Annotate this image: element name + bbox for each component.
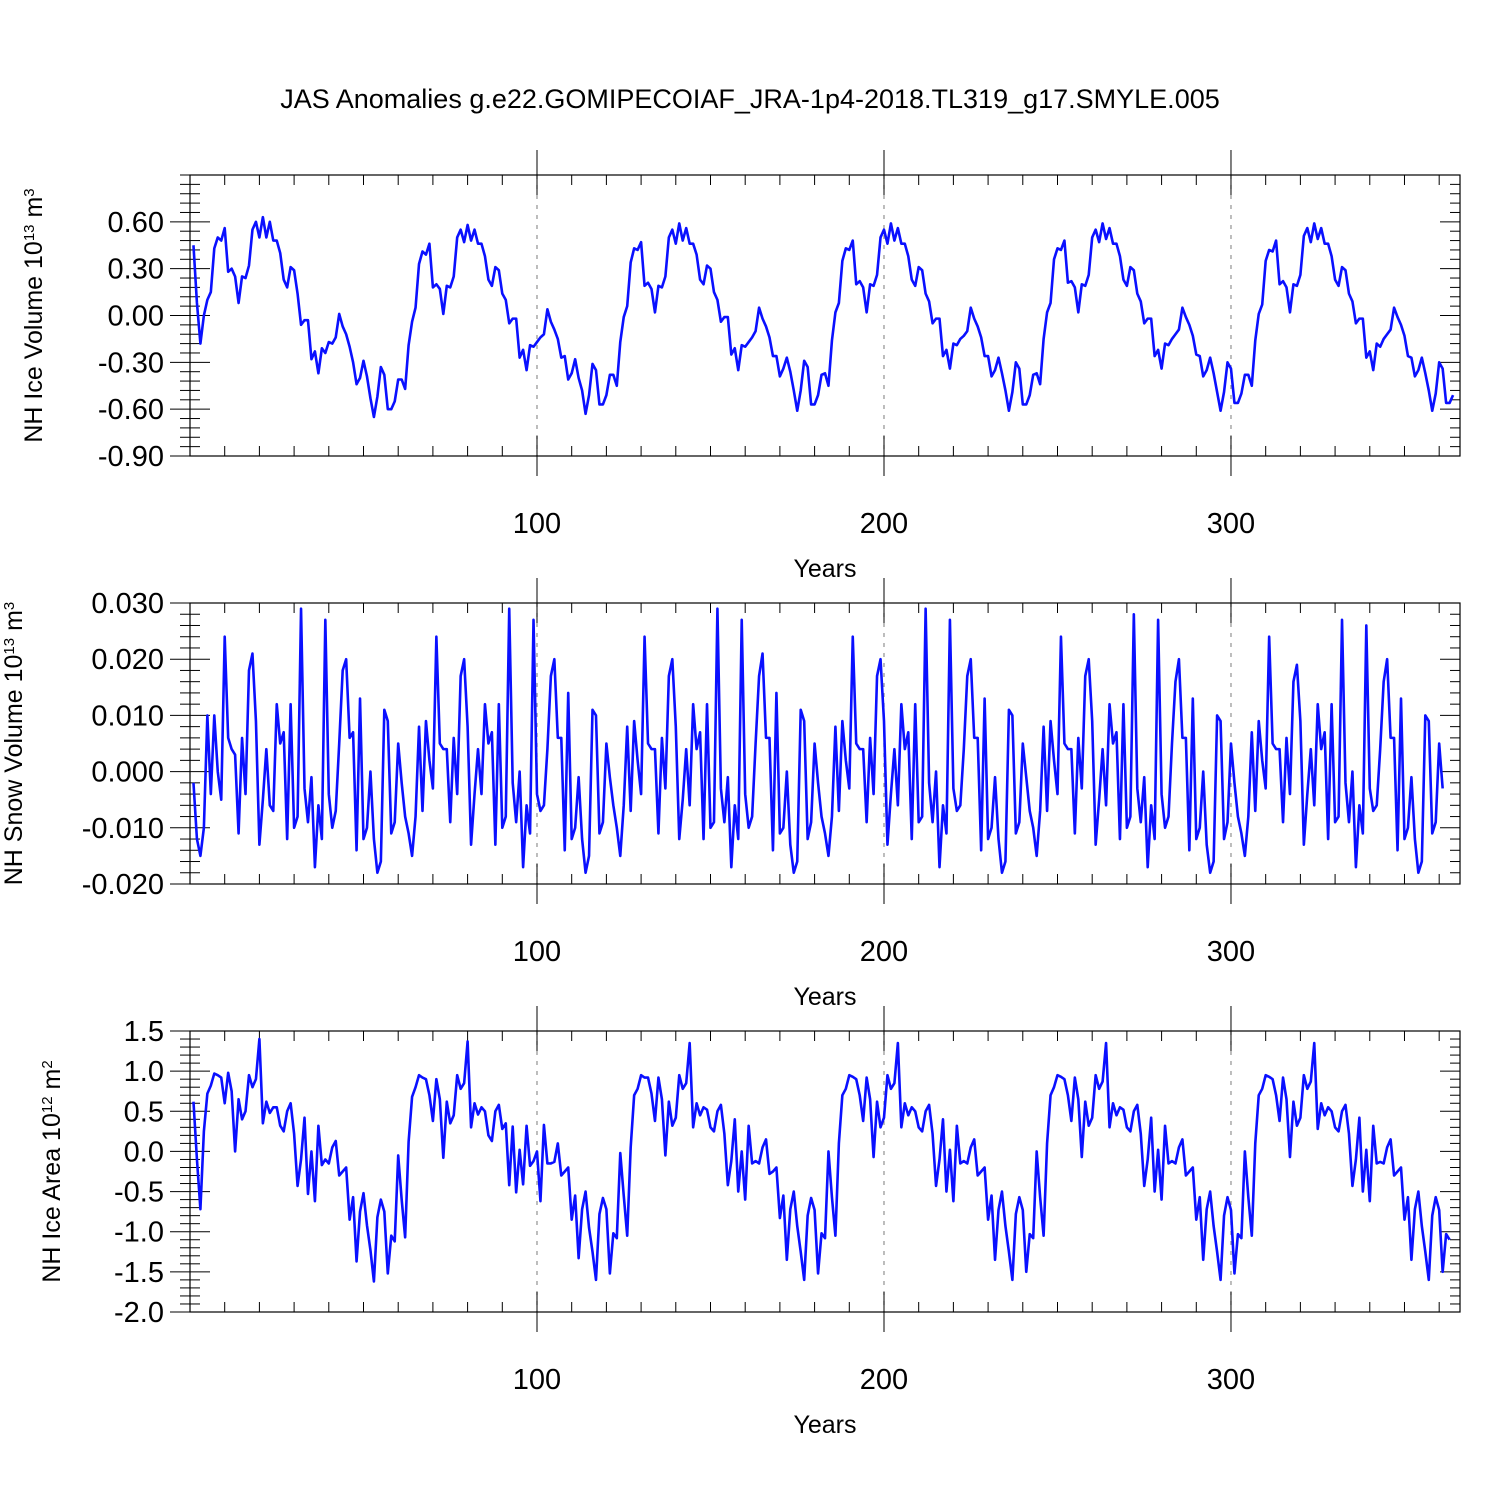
y-tick-label: -0.5 [114, 1177, 164, 1209]
x-tick-label: 100 [513, 936, 561, 968]
y-tick-label: 0.000 [91, 757, 164, 789]
series-line-snow-volume [192, 607, 1444, 875]
y-tick-label: 0.60 [108, 207, 164, 239]
y-tick-label: 1.5 [124, 1016, 164, 1048]
x-axis-label: Years [793, 1411, 856, 1439]
x-tick-label: 300 [1207, 936, 1255, 968]
y-tick-label: 0.30 [108, 254, 164, 286]
y-tick-label: 0.00 [108, 301, 164, 333]
y-tick-label: -2.0 [114, 1297, 164, 1329]
x-tick-label: 200 [860, 936, 908, 968]
y-tick-label: -0.90 [98, 441, 164, 473]
x-axis-label: Years [793, 555, 856, 583]
series-line-ice-volume [192, 215, 1455, 419]
y-axis-label: NH Snow Volume 1013 m3 [0, 602, 28, 886]
x-axis-label: Years [793, 983, 856, 1011]
y-tick-label: 0.010 [91, 700, 164, 732]
plot-frame [189, 174, 1461, 457]
x-tick-label: 100 [513, 508, 561, 540]
plot-frame [189, 1030, 1461, 1313]
y-tick-label: 0.5 [124, 1096, 164, 1128]
y-tick-label: -0.020 [82, 869, 164, 901]
y-tick-label: -1.5 [114, 1257, 164, 1289]
x-tick-label: 300 [1207, 508, 1255, 540]
x-tick-label: 200 [860, 1364, 908, 1396]
y-tick-label: -1.0 [114, 1217, 164, 1249]
plot-frame [189, 602, 1461, 885]
y-axis-label: NH Ice Volume 1013 m3 [20, 188, 48, 442]
page-title: JAS Anomalies g.e22.GOMIPECOIAF_JRA-1p4-… [280, 84, 1220, 114]
y-tick-label: -0.010 [82, 813, 164, 845]
y-axis-label: NH Ice Area 1012 m2 [38, 1060, 66, 1282]
panel-ice-area: -2.0 -1.5 -1.0 -0.5 0.0 0.5 1.0 1.5 100 200 300 Yea… [38, 1006, 1461, 1439]
y-tick-label: 0.0 [124, 1136, 164, 1168]
y-tick-label: 1.0 [124, 1056, 164, 1088]
x-tick-label: 200 [860, 508, 908, 540]
x-tick-label: 300 [1207, 1364, 1255, 1396]
y-tick-label: 0.030 [91, 588, 164, 620]
y-tick-label: -0.60 [98, 394, 164, 426]
y-tick-label: -0.30 [98, 347, 164, 379]
y-tick-label: 0.020 [91, 644, 164, 676]
panel-ice-volume: -0.90 -0.60 -0.30 0.00 0.30 0.60 100 200 300 Year… [20, 150, 1461, 583]
series-line-ice-area [192, 1037, 1451, 1283]
panel-snow-volume: -0.020 -0.010 0.000 0.010 0.020 0.030 100 200 30… [0, 578, 1461, 1011]
x-tick-label: 100 [513, 1364, 561, 1396]
